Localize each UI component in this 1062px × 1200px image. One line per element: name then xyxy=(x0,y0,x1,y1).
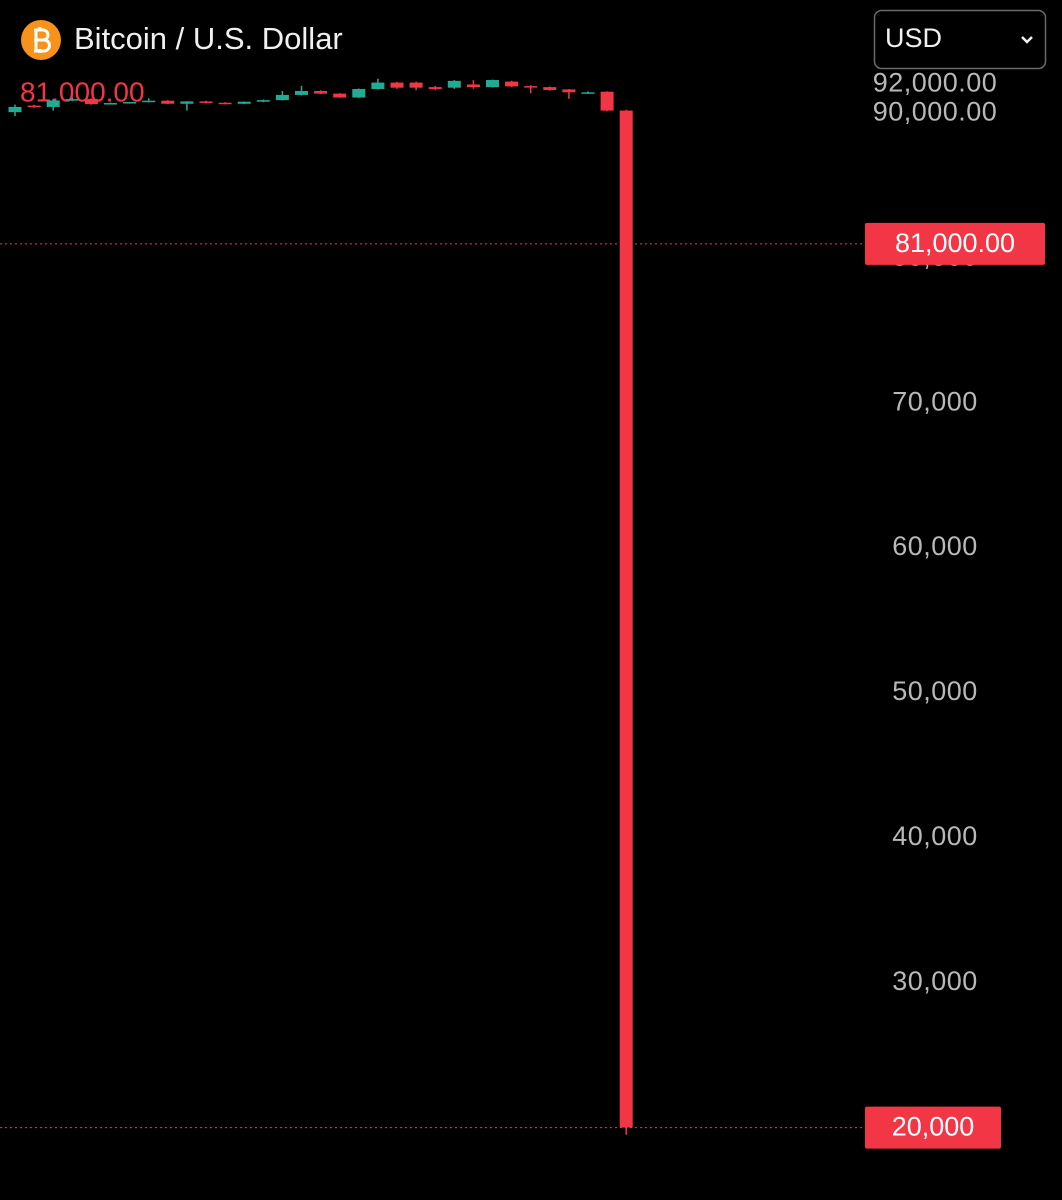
currency-select[interactable]: USD xyxy=(873,9,1047,70)
price-label-box xyxy=(865,1106,1001,1149)
candle-body xyxy=(314,91,328,94)
candle-body xyxy=(123,102,137,104)
candle-body xyxy=(581,92,595,94)
candle-body xyxy=(600,91,614,111)
candle-body xyxy=(333,93,347,98)
price-label: 20,000 xyxy=(892,1112,975,1142)
candle-body xyxy=(295,91,308,95)
candle-body xyxy=(275,94,289,101)
price-label: 81,000.00 xyxy=(895,228,1015,258)
chevron[interactable] xyxy=(1021,36,1033,44)
candle-body xyxy=(371,82,385,89)
candle-body xyxy=(27,105,41,108)
candle-body xyxy=(84,98,98,105)
candle-body xyxy=(180,101,194,104)
candle-body xyxy=(447,80,461,88)
candle-body xyxy=(524,86,538,88)
candle-body xyxy=(256,100,270,102)
chart-title: Bitcoin / U.S. Dollar xyxy=(74,21,343,56)
candle-body xyxy=(466,84,480,88)
y-tick-label: 70,000 xyxy=(892,386,978,416)
candle-body xyxy=(46,100,60,107)
plot: 92,000.0090,000.0080,00070,00060,00050,0… xyxy=(0,68,1045,1149)
y-tick-label: 30,000 xyxy=(892,966,978,996)
candle-body xyxy=(543,87,557,90)
candle-body xyxy=(390,82,404,88)
candle-body xyxy=(65,99,79,101)
candle-body xyxy=(161,100,175,104)
candle-body xyxy=(199,101,213,103)
currency-label[interactable]: USD xyxy=(885,23,942,53)
candle-body xyxy=(142,100,156,103)
y-tick-label: 90,000.00 xyxy=(873,97,998,127)
candle-body xyxy=(8,106,22,113)
y-tick-label: 40,000 xyxy=(892,821,978,851)
y-tick-label: 60,000 xyxy=(892,531,978,561)
candle-body xyxy=(505,81,519,87)
y-tick-label: 50,000 xyxy=(892,676,978,706)
candle-body xyxy=(409,82,423,88)
candle-body xyxy=(104,103,117,105)
price-label-box xyxy=(865,222,1045,265)
candle-body xyxy=(486,79,499,88)
y-tick-label: 92,000.00 xyxy=(873,68,998,98)
currency-select-box[interactable] xyxy=(873,9,1047,70)
candle-body xyxy=(237,101,251,104)
candle-body xyxy=(218,102,232,105)
candle-body xyxy=(352,88,366,98)
coin-icon xyxy=(21,20,61,60)
candle-body xyxy=(619,110,633,1128)
candle-body xyxy=(428,87,442,89)
candle-body xyxy=(562,89,576,93)
